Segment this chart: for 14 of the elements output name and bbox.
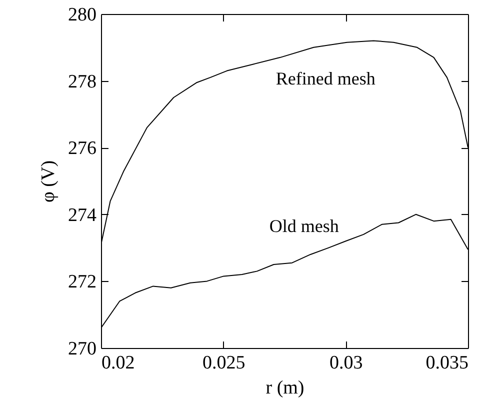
x-tick-label: 0.025 xyxy=(202,352,246,374)
y-tick-label: 280 xyxy=(68,4,96,26)
y-tick-label: 272 xyxy=(68,272,96,293)
x-tick-label: 0.035 xyxy=(426,352,468,374)
y-tick-label: 274 xyxy=(68,204,97,226)
x-tick-label: 0.03 xyxy=(330,352,363,374)
y-tick-label: 278 xyxy=(68,71,96,92)
series-label: Old mesh xyxy=(269,216,339,236)
x-axis-title: r (m) xyxy=(266,378,304,398)
x-tick-label: 0.02 xyxy=(102,352,135,374)
series-label: Refined mesh xyxy=(276,68,376,88)
y-tick-label: 270 xyxy=(68,338,96,360)
y-axis-title: φ (V) xyxy=(38,160,59,203)
y-tick-label: 276 xyxy=(68,138,96,160)
